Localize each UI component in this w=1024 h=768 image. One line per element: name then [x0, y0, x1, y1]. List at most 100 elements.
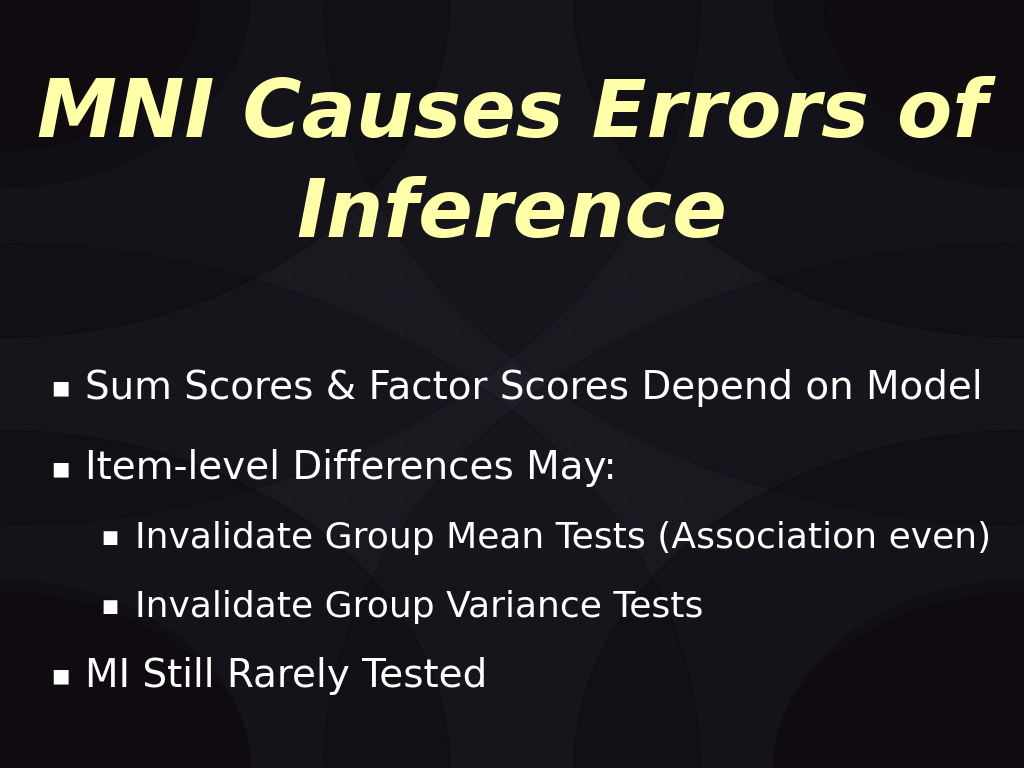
Point	[770, 184, 786, 196]
Point	[280, 394, 296, 406]
Point	[364, 506, 380, 518]
Point	[573, 492, 590, 504]
Point	[714, 30, 730, 42]
Point	[924, 506, 940, 518]
Point	[783, 212, 800, 224]
Point	[770, 394, 786, 406]
Point	[489, 548, 506, 560]
Point	[336, 478, 352, 490]
Point	[896, 590, 912, 602]
Point	[13, 296, 30, 308]
Point	[714, 716, 730, 728]
Point	[938, 548, 954, 560]
Point	[994, 100, 1011, 112]
Point	[672, 184, 688, 196]
Point	[182, 422, 199, 434]
Point	[112, 268, 128, 280]
Point	[798, 44, 814, 56]
Point	[420, 16, 436, 28]
Point	[741, 127, 758, 140]
Point	[210, 226, 226, 238]
Point	[182, 44, 199, 56]
Point	[98, 450, 115, 462]
Point	[657, 534, 674, 546]
Point	[98, 324, 115, 336]
Point	[126, 366, 142, 378]
Point	[378, 226, 394, 238]
Point	[588, 324, 604, 336]
Point	[1008, 310, 1024, 322]
Point	[392, 254, 409, 266]
Point	[308, 520, 325, 532]
Point	[896, 758, 912, 768]
Point	[84, 758, 100, 768]
Point	[783, 506, 800, 518]
Point	[336, 282, 352, 294]
Point	[168, 100, 184, 112]
Point	[1008, 352, 1024, 364]
Point	[196, 548, 212, 560]
Point	[672, 212, 688, 224]
Point	[140, 282, 157, 294]
Point	[294, 422, 310, 434]
Point	[966, 44, 982, 56]
Point	[938, 730, 954, 742]
Point	[741, 408, 758, 420]
Point	[699, 380, 716, 392]
Point	[756, 240, 772, 252]
Point	[476, 492, 493, 504]
Point	[909, 688, 926, 700]
Point	[909, 296, 926, 308]
Point	[854, 184, 870, 196]
Point	[378, 520, 394, 532]
Point	[98, 730, 115, 742]
Point	[615, 408, 632, 420]
Point	[686, 127, 702, 140]
Point	[280, 366, 296, 378]
Point	[588, 576, 604, 588]
Point	[560, 72, 577, 84]
Point	[252, 674, 268, 686]
Point	[392, 72, 409, 84]
Point	[588, 422, 604, 434]
Point	[462, 366, 478, 378]
Point	[434, 478, 451, 490]
Point	[798, 422, 814, 434]
Point	[140, 310, 157, 322]
Point	[560, 240, 577, 252]
Point	[588, 16, 604, 28]
Point	[42, 520, 58, 532]
Point	[336, 296, 352, 308]
Point	[28, 436, 44, 449]
Point	[42, 366, 58, 378]
Point	[909, 212, 926, 224]
Point	[854, 632, 870, 644]
Point	[741, 492, 758, 504]
Point	[0, 72, 16, 84]
Point	[462, 156, 478, 168]
Point	[336, 660, 352, 672]
Point	[42, 716, 58, 728]
Point	[350, 604, 367, 616]
Point	[84, 380, 100, 392]
Point	[602, 548, 618, 560]
Point	[168, 492, 184, 504]
Point	[672, 352, 688, 364]
Point	[966, 268, 982, 280]
Point	[783, 422, 800, 434]
Point	[55, 702, 72, 714]
Point	[406, 282, 422, 294]
Point	[420, 590, 436, 602]
Point	[308, 30, 325, 42]
Point	[573, 562, 590, 574]
Point	[812, 576, 828, 588]
Point	[938, 716, 954, 728]
Point	[630, 240, 646, 252]
Point	[756, 366, 772, 378]
Point	[867, 338, 884, 350]
Point	[952, 352, 969, 364]
Point	[686, 436, 702, 449]
Point	[84, 632, 100, 644]
Point	[938, 324, 954, 336]
Point	[854, 352, 870, 364]
